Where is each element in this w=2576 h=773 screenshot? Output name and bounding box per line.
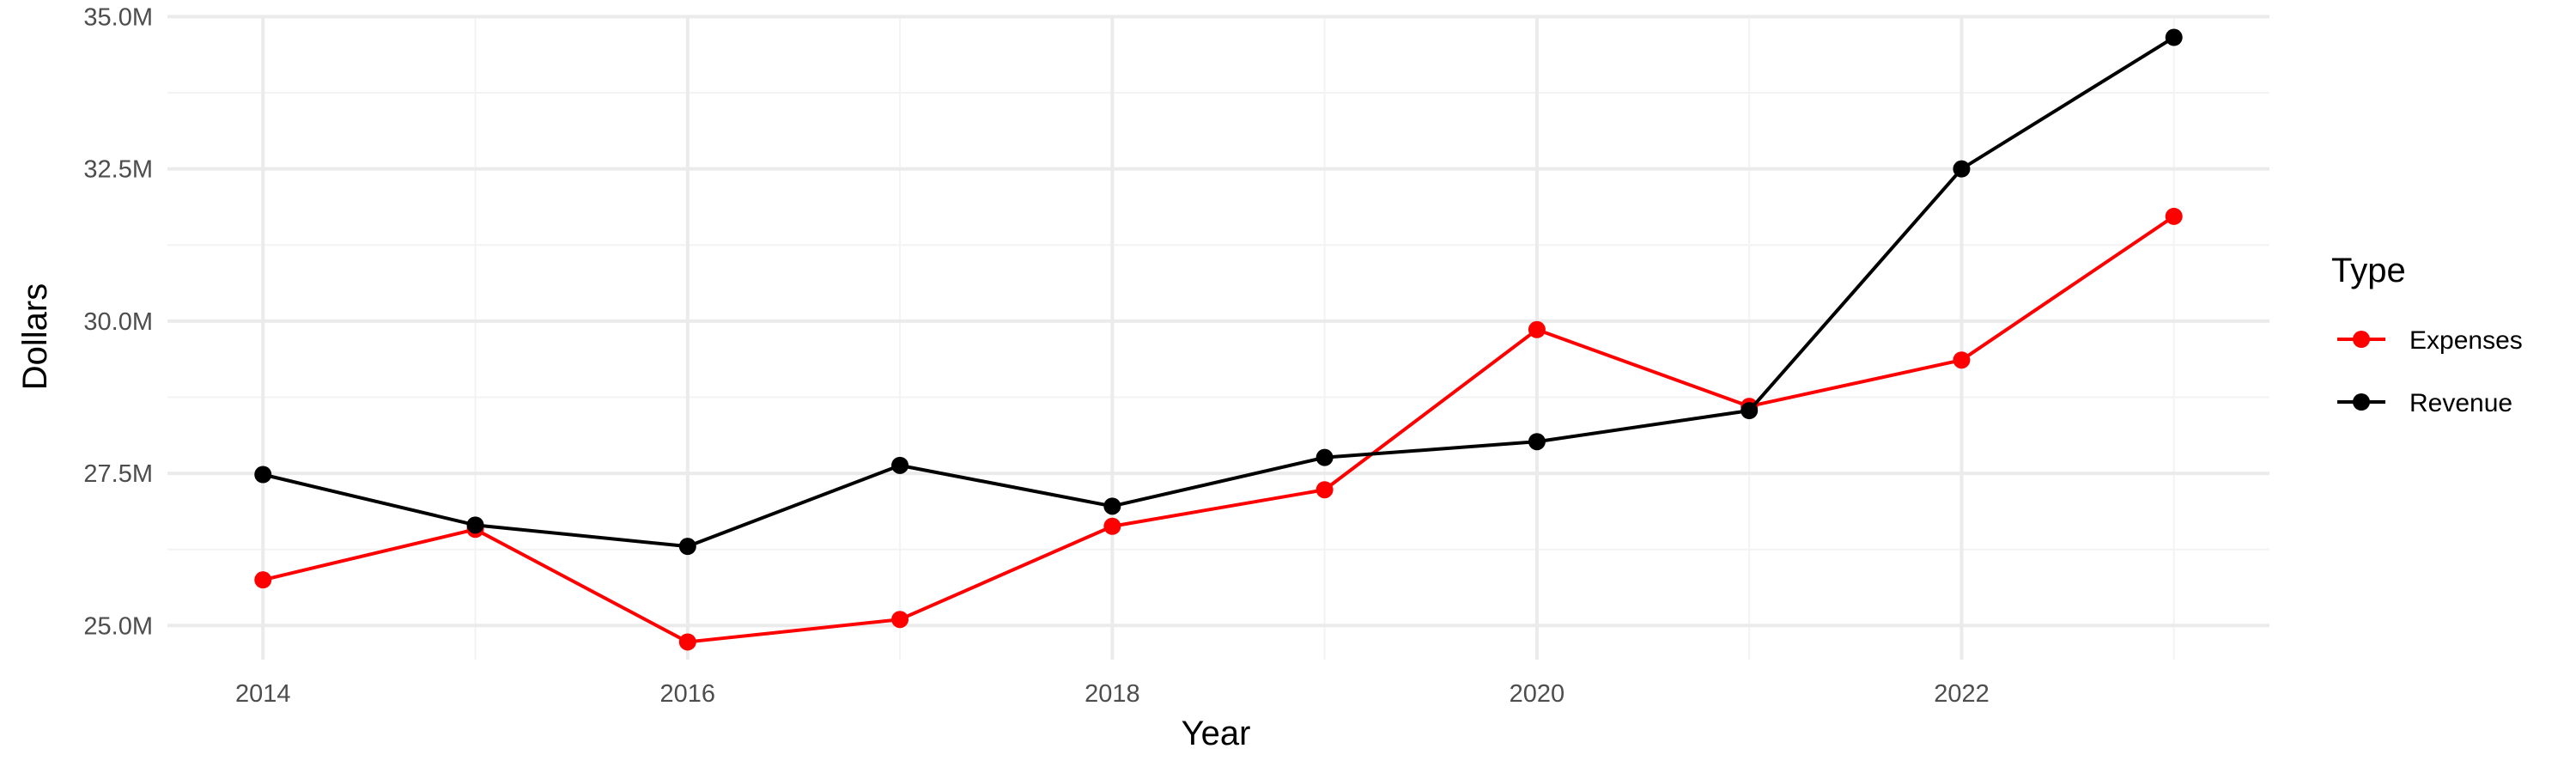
revenue-point	[678, 538, 696, 556]
series-revenue	[254, 28, 2183, 556]
y-tick-label: 25.0M	[83, 612, 153, 640]
legend-item-revenue: Revenue	[2337, 389, 2512, 417]
x-tick-label: 2018	[1084, 680, 1140, 708]
expenses-point	[1528, 320, 1546, 338]
revenue-point	[1315, 448, 1334, 466]
expenses-point	[1315, 481, 1334, 499]
y-tick-label: 35.0M	[83, 3, 153, 31]
expenses-point	[678, 633, 696, 651]
revenue-point	[1528, 433, 1546, 451]
revenue-point	[2165, 28, 2183, 46]
revenue-point	[466, 516, 484, 534]
data-series	[254, 28, 2183, 651]
legend-label: Expenses	[2409, 326, 2523, 355]
expenses-line	[262, 215, 2175, 644]
legend-items: Expenses Revenue	[2337, 326, 2523, 417]
expenses-point	[2165, 207, 2183, 225]
y-axis-title: Dollars	[16, 283, 54, 390]
revenue-point	[1953, 160, 1971, 178]
y-tick-label: 32.5M	[83, 156, 153, 184]
expenses-point	[1953, 351, 1971, 369]
x-tick-label: 2016	[660, 680, 716, 708]
x-tick-label: 2020	[1510, 680, 1565, 708]
series-expenses	[254, 207, 2183, 651]
y-tick-label: 27.5M	[83, 460, 153, 488]
legend-key-point	[2353, 393, 2370, 411]
x-tick-label: 2014	[235, 680, 291, 708]
x-tick-label: 2022	[1934, 680, 1990, 708]
y-tick-label: 30.0M	[83, 308, 153, 336]
axis-tick-labels: 2014 2016 2018 2020 2022 25.0M 27.5M 30.0M 32.5M…	[83, 3, 1989, 708]
expenses-point	[891, 611, 909, 629]
legend-title: Type	[2331, 252, 2406, 289]
expenses-point	[1103, 517, 1121, 535]
expenses-point	[254, 571, 272, 589]
legend: Type Expenses Revenue	[2331, 252, 2523, 417]
revenue-point	[254, 466, 272, 484]
legend-item-expenses: Expenses	[2337, 326, 2523, 355]
revenue-point	[1103, 497, 1121, 515]
revenue-point	[891, 456, 909, 474]
x-axis-title: Year	[1182, 715, 1251, 752]
revenue-line	[262, 35, 2175, 549]
legend-key-point	[2353, 331, 2370, 348]
legend-label: Revenue	[2409, 389, 2512, 417]
revenue-point	[1741, 402, 1759, 420]
